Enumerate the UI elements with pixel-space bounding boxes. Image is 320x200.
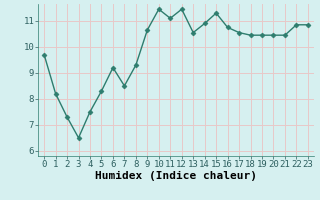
X-axis label: Humidex (Indice chaleur): Humidex (Indice chaleur) (95, 171, 257, 181)
